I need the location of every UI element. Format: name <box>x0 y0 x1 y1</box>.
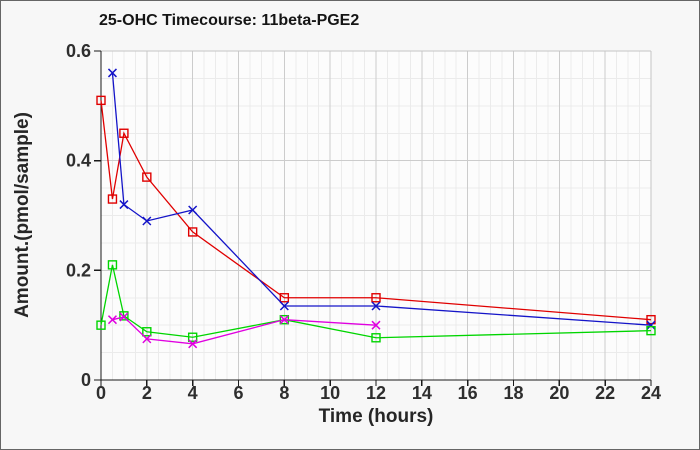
series-line-red-squares <box>100 100 652 321</box>
data-point-marker-green-squares <box>142 327 152 337</box>
x-tick-label: 8 <box>279 383 289 403</box>
data-point-marker-red-squares <box>279 293 290 303</box>
x-tick-label: 22 <box>595 383 615 403</box>
y-tick-label: 0 <box>81 370 91 390</box>
x-tick-label: 16 <box>458 383 478 403</box>
data-point-marker-blue-crosses <box>279 301 289 311</box>
data-point-marker-magenta-crosses <box>188 339 198 349</box>
data-point-marker-blue-crosses <box>107 68 117 78</box>
x-tick-label: 20 <box>549 383 569 403</box>
data-point-marker-magenta-crosses <box>119 312 129 322</box>
data-point-marker-green-squares <box>646 325 656 336</box>
data-point-marker-red-squares <box>142 172 152 182</box>
data-point-marker-magenta-crosses <box>279 315 289 325</box>
data-point-marker-magenta-crosses <box>371 320 381 330</box>
y-tick-label: 0.4 <box>66 151 91 171</box>
series-line-magenta-crosses <box>112 316 377 345</box>
data-point-marker-magenta-crosses <box>107 315 117 325</box>
x-tick-label: 0 <box>96 383 106 403</box>
x-tick-label: 12 <box>366 383 386 403</box>
data-point-marker-red-squares <box>371 293 381 303</box>
data-point-marker-green-squares <box>119 311 129 321</box>
y-tick-label: 0.6 <box>66 41 91 61</box>
data-point-marker-blue-crosses <box>188 205 198 215</box>
data-point-marker-blue-crosses <box>371 301 381 311</box>
x-tick-label: 4 <box>188 383 198 403</box>
data-point-marker-blue-crosses <box>142 216 152 226</box>
data-point-marker-magenta-crosses <box>142 334 152 344</box>
data-point-marker-red-squares <box>646 314 656 325</box>
data-point-marker-green-squares <box>107 260 118 270</box>
data-point-marker-red-squares <box>107 194 118 204</box>
x-tick-label: 2 <box>142 383 152 403</box>
chart-title: 25-OHC Timecourse: 11beta-PGE2 <box>99 12 360 29</box>
data-point-marker-green-squares <box>187 332 198 342</box>
data-point-marker-blue-crosses <box>646 320 656 330</box>
data-point-marker-blue-crosses <box>119 200 129 210</box>
x-tick-label: 18 <box>503 383 523 403</box>
x-tick-label: 14 <box>412 383 432 403</box>
series-line-green-squares <box>100 264 652 339</box>
data-point-marker-red-squares <box>96 95 106 106</box>
data-point-marker-red-squares <box>187 227 198 237</box>
y-tick-label: 0.2 <box>66 260 91 280</box>
data-point-marker-green-squares <box>96 320 106 330</box>
x-tick-label: 10 <box>320 383 340 403</box>
x-tick-label: 6 <box>233 383 243 403</box>
data-point-marker-green-squares <box>371 333 381 343</box>
x-axis-label: Time (hours) <box>318 406 434 427</box>
x-tick-label: 24 <box>641 383 661 403</box>
data-point-marker-red-squares <box>119 128 129 138</box>
